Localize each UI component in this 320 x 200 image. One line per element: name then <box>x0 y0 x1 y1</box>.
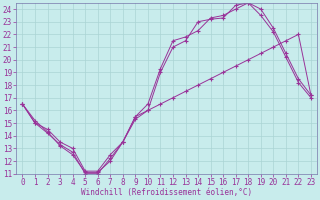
X-axis label: Windchill (Refroidissement éolien,°C): Windchill (Refroidissement éolien,°C) <box>81 188 252 197</box>
